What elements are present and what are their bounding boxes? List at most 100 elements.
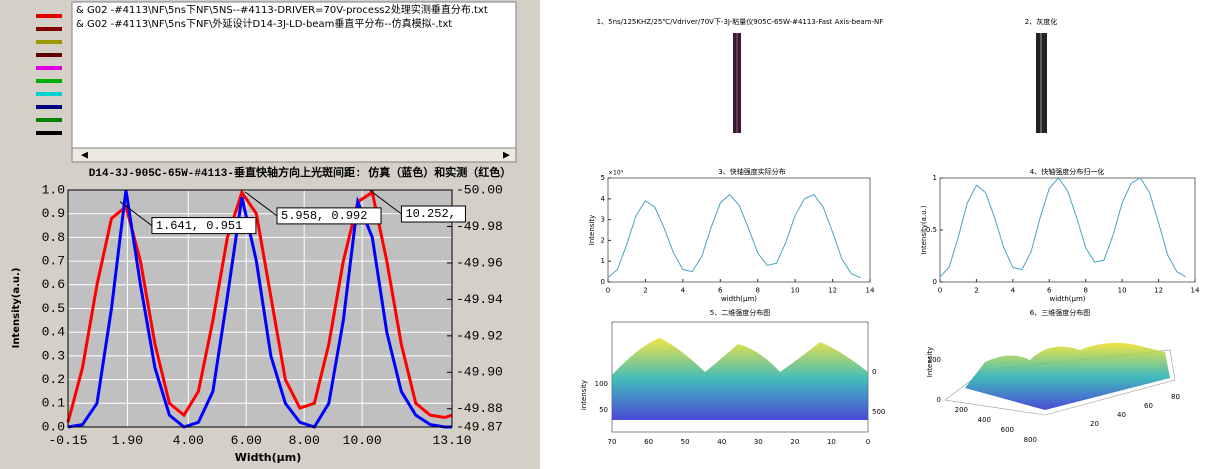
y2-tick-label: -49.90 bbox=[456, 365, 503, 380]
y2-tick-label: -49.94 bbox=[456, 292, 503, 307]
y-axis-label: Intensity(a.u.) bbox=[11, 268, 22, 349]
y-tick-label: 0.0 bbox=[42, 419, 65, 434]
x-tick-label: 70 bbox=[608, 438, 617, 446]
swatch bbox=[36, 53, 62, 57]
surface2d-shape bbox=[612, 338, 868, 420]
x-tick-label: 14 bbox=[866, 286, 875, 294]
y-tick-label: 0.5 bbox=[926, 226, 937, 234]
y2-tick-label: 0 bbox=[872, 368, 876, 376]
x-axis-label: width(μm) bbox=[721, 295, 757, 303]
x-tick-label: 10 bbox=[827, 438, 836, 446]
y2-tick-label: 500 bbox=[872, 408, 885, 416]
y-tick-label: 60 bbox=[1144, 402, 1153, 410]
annotation: 5.958, 0.992 bbox=[281, 209, 367, 223]
data-line bbox=[939, 177, 1187, 278]
x-tick-label: 13.10 bbox=[432, 433, 471, 448]
x-tick-label: 20 bbox=[790, 438, 799, 446]
scroll-left[interactable]: ◀ bbox=[81, 151, 88, 161]
annotation-leader bbox=[119, 201, 153, 227]
x-tick-label: 4 bbox=[681, 286, 686, 294]
y-tick-label: 5 bbox=[601, 174, 605, 182]
x-tick-label: 60 bbox=[644, 438, 653, 446]
swatch bbox=[36, 40, 62, 44]
plot-frame bbox=[607, 177, 871, 283]
y-tick-label: 4 bbox=[601, 195, 606, 203]
swatch bbox=[36, 66, 62, 70]
x-axis-label: width(μm) bbox=[1049, 295, 1085, 303]
annotation: 10.252, bbox=[405, 207, 455, 221]
x-tick-label: 10.00 bbox=[343, 433, 382, 448]
y2-tick-label: -50.00 bbox=[456, 182, 503, 197]
swatch bbox=[36, 27, 62, 31]
z-axis-label: Intensity bbox=[926, 347, 934, 377]
y2-tick-label: -49.98 bbox=[456, 219, 503, 234]
subplot-title: 3、快轴强度实际分布 bbox=[718, 167, 785, 176]
y-tick-label: 0.7 bbox=[42, 254, 65, 269]
y-tick-label: 0 bbox=[601, 278, 605, 286]
z-tick-label: 0 bbox=[937, 396, 941, 404]
x-tick-label: 600 bbox=[1001, 426, 1014, 434]
x-tick-label: 10 bbox=[791, 286, 800, 294]
y-tick-label: 40 bbox=[1117, 411, 1126, 419]
subplot-title: 2、灰度化 bbox=[1025, 17, 1057, 26]
x-tick-label: 0 bbox=[938, 286, 942, 294]
y2-tick-label: -49.88 bbox=[456, 401, 503, 416]
y2-tick-label: -49.87 bbox=[456, 419, 503, 434]
subplot-title: 5、二维强度分布图 bbox=[710, 308, 770, 317]
x-tick-label: 30 bbox=[754, 438, 763, 446]
subplot-title: 6、三维强度分布图 bbox=[1030, 308, 1090, 317]
y-tick-label: 0.5 bbox=[42, 301, 65, 316]
h-scrollbar[interactable] bbox=[71, 147, 517, 163]
plot-frame bbox=[67, 189, 453, 428]
x-tick-label: 4 bbox=[1011, 286, 1016, 294]
x-tick-label: 50 bbox=[681, 438, 690, 446]
y-tick-label: 0.6 bbox=[42, 277, 65, 292]
y-tick-label: 2 bbox=[601, 236, 605, 244]
y-axis-label: intensity bbox=[580, 380, 588, 410]
swatch bbox=[36, 118, 62, 122]
color-swatches bbox=[36, 14, 62, 135]
swatch bbox=[36, 105, 62, 109]
x-tick-label: -0.15 bbox=[48, 433, 87, 448]
y-tick-label: 20 bbox=[1090, 420, 1099, 428]
file-item[interactable]: & G02 -#4113\NF\5ns下NF\5NS--#4113-DRIVER… bbox=[76, 3, 488, 16]
x-tick-label: 200 bbox=[955, 406, 968, 414]
swatch bbox=[36, 131, 62, 135]
annotation-leader bbox=[244, 191, 278, 217]
x-tick-label: 6 bbox=[718, 286, 723, 294]
y-tick-label: 0.2 bbox=[42, 372, 65, 387]
x-axis-label: Width(μm) bbox=[235, 451, 301, 464]
x-tick-label: 14 bbox=[1191, 286, 1200, 294]
surface3d-shape bbox=[965, 342, 1170, 410]
y-tick-label: 1 bbox=[933, 174, 937, 182]
x-tick-label: 8 bbox=[755, 286, 759, 294]
chart-title: D14-3J-905C-65W-#4113-垂直快轴方向上光斑间距: 仿真（蓝色… bbox=[89, 165, 511, 180]
y-tick-label: 80 bbox=[1171, 393, 1180, 401]
subplot-title: 1、5ns/125KHZ/25℃/Vdriver/70V下-3J-粘量仪905C… bbox=[597, 17, 884, 26]
x-tick-label: 2 bbox=[974, 286, 978, 294]
x-tick-label: 2 bbox=[643, 286, 647, 294]
file-list[interactable] bbox=[71, 1, 517, 163]
x-tick-label: 8 bbox=[1083, 286, 1087, 294]
y-tick-label: 0.9 bbox=[42, 206, 65, 221]
swatch bbox=[36, 79, 62, 83]
y-tick-label: 1 bbox=[601, 257, 605, 265]
swatch bbox=[36, 92, 62, 96]
x-tick-label: 8.00 bbox=[289, 433, 320, 448]
file-item[interactable]: & G02 -#4113\NF\5ns下NF\外延设计D14-3J-LD-bea… bbox=[76, 17, 452, 30]
x-tick-label: 12 bbox=[828, 286, 837, 294]
subplot-title: 4、快轴强度分布归一化 bbox=[1030, 167, 1104, 176]
annotation-box bbox=[276, 207, 382, 225]
x-tick-label: 6 bbox=[1047, 286, 1052, 294]
y-tick-label: 0.3 bbox=[42, 348, 65, 363]
x-tick-label: 1.90 bbox=[112, 433, 143, 448]
annotation: 1.641, 0.951 bbox=[156, 219, 242, 233]
y-axis-label: Intensity bbox=[588, 215, 596, 245]
scroll-right[interactable]: ▶ bbox=[503, 151, 510, 161]
x-tick-label: 6.00 bbox=[231, 433, 262, 448]
y-tick-label: 3 bbox=[601, 216, 605, 224]
annotation-leader bbox=[369, 189, 402, 215]
swatch bbox=[36, 14, 62, 18]
annotation-box bbox=[151, 217, 257, 235]
